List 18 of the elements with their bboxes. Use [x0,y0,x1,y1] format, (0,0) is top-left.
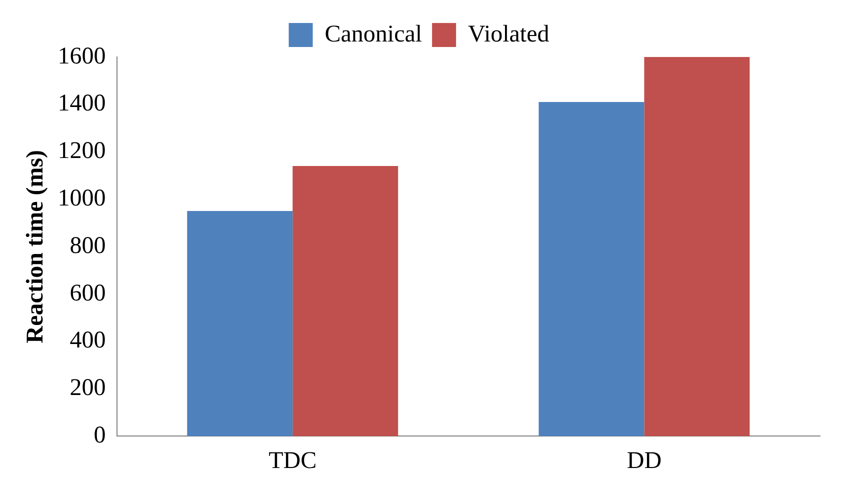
y-tick-label: 400 [70,328,106,354]
y-tick-label: 800 [70,232,106,259]
legend-label: Canonical [324,21,422,48]
y-tick-label: 1400 [58,90,106,117]
bar [644,57,750,436]
y-tick-label: 1200 [58,138,106,164]
y-axis-title: Reaction time (ms) [22,150,49,344]
y-tick-label: 200 [70,375,106,402]
y-tick-label: 0 [94,422,106,448]
bar [538,102,644,436]
bar [292,166,398,436]
legend-label: Violated [468,21,550,48]
y-tick-label: 1600 [58,43,106,70]
y-tick-label: 600 [70,280,106,306]
y-tick-label: 1000 [58,185,106,212]
bar [187,211,293,436]
x-tick-label: TDC [268,448,317,474]
x-tick-label: DD [626,448,662,474]
